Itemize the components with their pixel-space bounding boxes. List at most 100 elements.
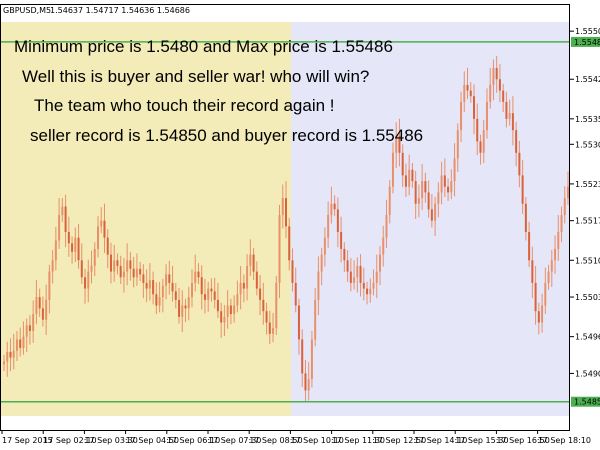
x-tick-label: 17 Sep 10:10 [290,436,343,445]
candle-body [492,67,495,85]
candle-body [90,265,93,272]
candle-body [142,274,145,283]
candle-body [148,280,151,289]
candle-body [213,291,216,300]
candle-body [366,288,369,295]
candle-body [132,268,135,278]
candle-body [93,248,96,266]
candle-body [15,339,18,351]
candle-body [466,84,469,91]
candle-body [554,248,557,261]
y-axis: 1.55505 1.55420 1.55350 1.55305 1.55235 1.551… [570,27,600,378]
candle-body [210,288,213,292]
candle-body [362,282,365,289]
candle-body [80,260,83,278]
candle-body [187,297,190,309]
candle-body [223,316,226,323]
candle-body [252,254,255,272]
annotation-line-3: The team who touch their record again ! [34,96,335,115]
candle-body [346,260,349,272]
candle-body [482,130,485,153]
y-tick-label: 1.54965 [575,333,600,342]
candle-body [3,361,5,365]
y-tick-label: 1.55170 [575,217,600,226]
candle-body [411,169,414,182]
candle-body [398,135,401,153]
y-tick-label: 1.54900 [575,369,600,378]
candle-body [74,237,77,252]
candle-body [307,379,310,391]
candle-body [424,181,427,193]
candle-body [265,311,268,323]
candle-body [233,305,236,315]
candle-body [310,339,313,380]
candle-body [97,226,99,249]
candle-body [51,260,54,272]
candle-body [369,288,372,295]
x-tick-label: 17 Sep 04:50 [126,436,179,445]
candle-body [87,271,90,289]
candle-body [25,325,28,337]
candle-body [116,260,119,266]
y-tick-label: 1.55305 [575,140,600,149]
x-tick-label: 17 Sep 16:50 [496,436,549,445]
candle-body [135,268,138,278]
candle-body [236,294,239,306]
candle-body [531,260,534,283]
candle-body [317,271,320,300]
candle-body [145,282,148,289]
candle-body [278,215,281,283]
chart-ohlc: 1.54637 1.54717 1.54636 1.54686 [50,6,190,15]
candle-body [38,297,41,309]
y-tick-label: 1.55505 [575,27,600,36]
candle-body [301,339,304,374]
x-tick-label: 17 Sep 03:30 [84,436,137,445]
candle-body [259,288,262,300]
candle-body [456,130,459,159]
candle-body [216,299,219,312]
candle-body [443,175,446,187]
candle-body [473,96,475,119]
candle-body [126,260,129,272]
x-tick-label: 17 Sep 18:10 [538,436,591,445]
candle-body [178,299,181,317]
candle-body [427,192,430,210]
candle-body [226,305,229,317]
candle-body [518,152,521,176]
candle-body [541,305,544,323]
candle-body [379,254,381,272]
candle-body [239,282,242,295]
candle-body [440,175,443,193]
candle-body [255,271,258,289]
candle-body [54,240,57,261]
candle-body [327,215,330,238]
seller-record-price-label: 1.54850 [571,396,600,407]
candle-body [288,226,291,261]
candle-body [184,305,187,309]
annotation-line-1: Minimum price is 1.5480 and Max price is… [14,37,393,56]
buyer-record-price-label: 1.55486 [571,36,600,47]
candle-body [421,181,424,199]
candle-body [567,186,569,199]
candle-body [41,308,44,320]
candle-body [242,282,245,289]
svg-text:1.55486: 1.55486 [574,38,600,47]
candle-body [404,175,407,187]
candle-body [479,141,482,153]
candle-body [129,260,132,269]
y-tick-label: 1.55035 [575,293,600,302]
candle-body [359,265,362,283]
candle-body [463,84,466,102]
candle-body [106,237,109,255]
candle-body [511,113,514,131]
candle-body [353,277,356,283]
x-tick-label: 17 Sep 14:10 [414,436,467,445]
candle-body [515,130,518,153]
candle-body [414,181,417,204]
candle-body [320,254,323,272]
candle-body [32,314,35,331]
candle-body [122,271,125,278]
candle-body [28,325,31,331]
